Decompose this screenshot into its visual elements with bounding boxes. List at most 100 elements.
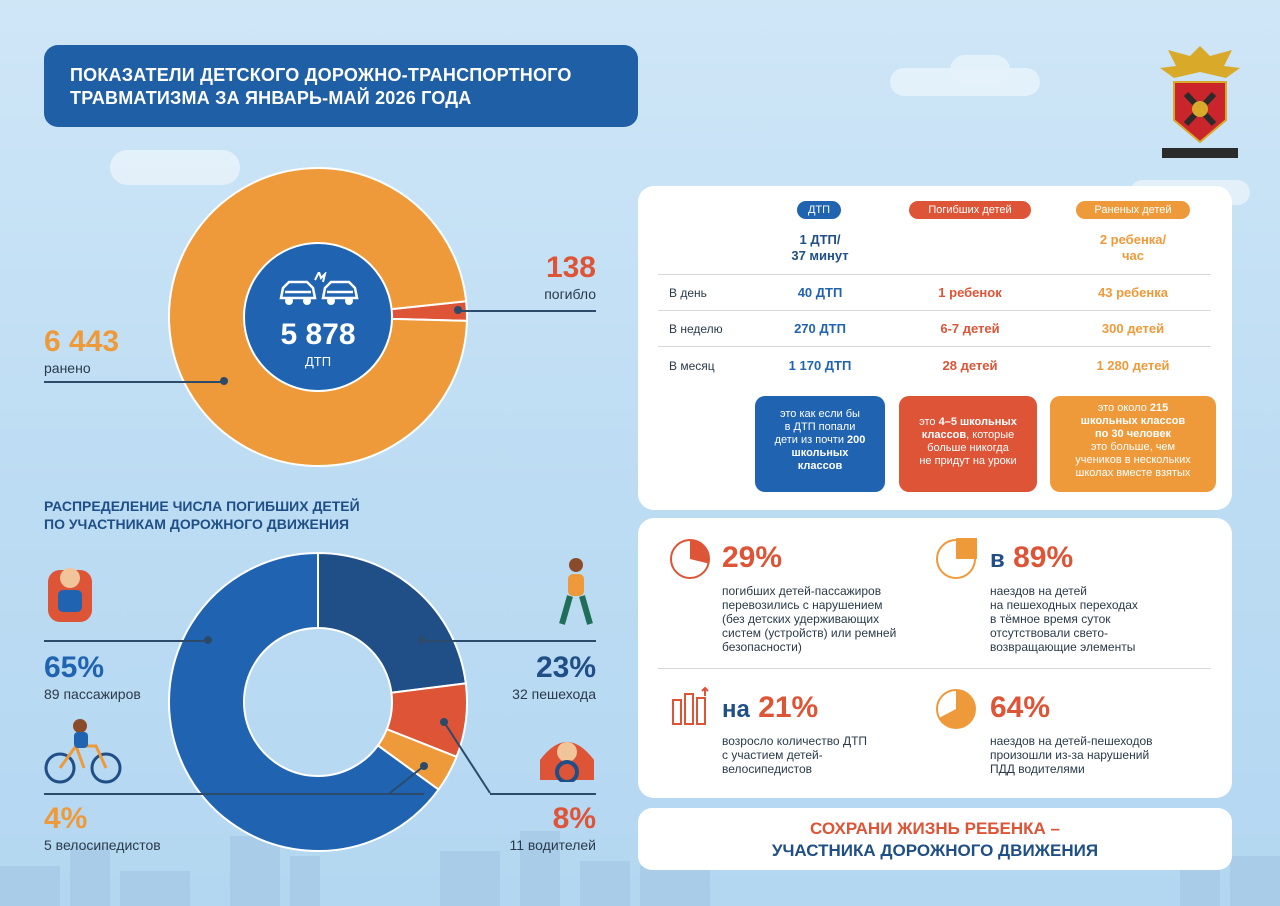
pedestrians-leader-line bbox=[422, 640, 596, 642]
killed-value: 138 bbox=[545, 251, 596, 284]
drivers-percent: 8% bbox=[552, 802, 596, 835]
header-dtp-pill: ДТП bbox=[797, 201, 841, 219]
note-injured-6: школах вместе взятых bbox=[1075, 467, 1191, 479]
injured-leader-line bbox=[44, 381, 224, 383]
note-injured-5: учеников в нескольких bbox=[1075, 454, 1191, 466]
note-injured-1: это около bbox=[1097, 402, 1150, 414]
title-line-1: ПОКАЗАТЕЛИ ДЕТСКОГО ДОРОЖНО-ТРАНСПОРТНОГ… bbox=[70, 65, 572, 85]
fact-1-line: погибших детей-пассажиров bbox=[722, 584, 882, 598]
cloud bbox=[110, 150, 240, 185]
fact-1-text: погибших детей-пассажиров перевозились с… bbox=[722, 584, 932, 654]
note-injured: это около 215 школьных классов по 30 чел… bbox=[1050, 396, 1216, 492]
note-injured-4: это больше, чем bbox=[1090, 441, 1176, 453]
killed-stat: 138 погибло bbox=[460, 251, 596, 303]
week-dtp: 270 ДТП bbox=[794, 321, 846, 336]
fact-2-line: возвращающие элементы bbox=[990, 640, 1136, 654]
fact-2-line: на пешеходных переходах bbox=[990, 598, 1138, 612]
table-divider bbox=[658, 274, 1211, 275]
note-dtp-5: классов bbox=[797, 460, 843, 472]
note-injured-2: школьных классов bbox=[1080, 415, 1186, 427]
passengers-percent: 65% bbox=[44, 651, 105, 684]
passengers-stat: 65% 89 пассажиров bbox=[44, 651, 224, 703]
pedestrians-label: 32 пешехода bbox=[512, 686, 596, 702]
injured-label: ранено bbox=[44, 360, 91, 376]
note-injured-3: по 30 человек bbox=[1094, 428, 1172, 440]
fact-2-value: в 89% bbox=[990, 542, 1073, 576]
fact-4-line: ПДД водителями bbox=[990, 762, 1085, 776]
note-dtp-4: школьных bbox=[791, 447, 849, 459]
fact-2-line: наездов на детей bbox=[990, 584, 1087, 598]
pie-64-icon bbox=[936, 689, 976, 729]
distribution-title-line-1: РАСПРЕДЕЛЕНИЕ ЧИСЛА ПОГИБШИХ ДЕТЕЙ bbox=[44, 498, 360, 514]
row-label-month: В месяц bbox=[669, 359, 715, 373]
slogan-line-1: СОХРАНИ ЖИЗНЬ РЕБЕНКА – bbox=[810, 819, 1060, 838]
header-injured-pill: Раненых детей bbox=[1076, 201, 1190, 219]
drivers-leader-line bbox=[490, 793, 596, 795]
killed-label: погибло bbox=[544, 286, 596, 302]
note-killed-1b: 4–5 школьных bbox=[938, 416, 1017, 428]
note-killed-4: не придут на уроки bbox=[919, 455, 1017, 467]
fact-3-percent: 21% bbox=[758, 691, 819, 724]
month-killed: 28 детей bbox=[942, 358, 998, 373]
fact-4-line: наездов на детей-пешеходов bbox=[990, 734, 1153, 748]
row-label-week: В неделю bbox=[669, 322, 723, 336]
row-label-day: В день bbox=[669, 286, 707, 300]
fact-1-line: (без детских удерживающих bbox=[722, 612, 880, 626]
rate-injured-line-1: 2 ребенка/ bbox=[1099, 232, 1167, 247]
fact-4-value: 64% bbox=[990, 692, 1050, 724]
child-car-seat-icon bbox=[48, 568, 92, 622]
drivers-stat: 8% 11 водителей bbox=[446, 802, 596, 854]
distribution-title-line-2: ПО УЧАСТНИКАМ ДОРОЖНОГО ДВИЖЕНИЯ bbox=[44, 516, 350, 532]
rate-dtp-line-2: 37 минут bbox=[791, 248, 849, 263]
rate-injured: 2 ребенка/ час bbox=[1073, 232, 1193, 264]
week-killed: 6-7 детей bbox=[940, 321, 1000, 336]
rate-dtp: 1 ДТП/ 37 минут bbox=[760, 232, 880, 264]
day-killed: 1 ребенок bbox=[938, 285, 1002, 300]
facts-card bbox=[638, 518, 1232, 798]
note-killed-3: больше никогда bbox=[927, 442, 1009, 454]
cyclists-stat: 4% 5 велосипедистов bbox=[44, 803, 244, 854]
dtp-total-label: ДТП bbox=[304, 354, 332, 369]
cloud bbox=[950, 55, 1010, 85]
facts-divider bbox=[658, 668, 1211, 669]
injured-value: 6 443 bbox=[44, 325, 120, 358]
cyclists-label: 5 велосипедистов bbox=[44, 837, 161, 853]
fact-3-prefix: на bbox=[722, 696, 750, 723]
driver-icon bbox=[540, 742, 594, 782]
fact-2-prefix: в bbox=[990, 546, 1005, 573]
note-dtp-1: это как если бы bbox=[780, 408, 860, 420]
pedestrians-stat: 23% 32 пешехода bbox=[446, 651, 596, 703]
fact-3-value: на 21% bbox=[722, 692, 818, 726]
week-injured: 300 детей bbox=[1101, 321, 1165, 336]
fact-4-text: наездов на детей-пешеходов произошли из-… bbox=[990, 734, 1200, 776]
fact-2-line: в тёмное время суток bbox=[990, 612, 1111, 626]
fact-1-line: систем (устройств) или ремней bbox=[722, 626, 897, 640]
fact-1-percent: 29% bbox=[722, 541, 783, 574]
rate-injured-line-2: час bbox=[1121, 248, 1144, 263]
dtp-total-circle: 5 878 ДТП bbox=[245, 244, 391, 390]
donut-slice-pedestrians bbox=[317, 551, 467, 694]
note-killed-1: это bbox=[919, 416, 939, 428]
pedestrians-percent: 23% bbox=[535, 651, 596, 684]
killed-leader-line bbox=[458, 310, 596, 312]
injured-stat: 6 443 ранено bbox=[44, 325, 204, 377]
fact-3-line: возросло количество ДТП bbox=[722, 734, 868, 748]
title-line-2: ТРАВМАТИЗМА ЗА ЯНВАРЬ-МАЙ 2026 ГОДА bbox=[70, 88, 472, 108]
page-title: ПОКАЗАТЕЛИ ДЕТСКОГО ДОРОЖНО-ТРАНСПОРТНОГ… bbox=[44, 45, 638, 127]
note-dtp: это как если бы в ДТП попали дети из поч… bbox=[755, 396, 885, 492]
pedestrian-child-icon bbox=[559, 558, 593, 625]
pie-89-icon bbox=[936, 538, 977, 579]
note-dtp-2: в ДТП попали bbox=[784, 421, 856, 433]
donut-slice-killed bbox=[390, 300, 468, 322]
month-injured: 1 280 детей bbox=[1096, 358, 1170, 373]
pie-29-icon bbox=[670, 539, 710, 579]
bar-growth-icon bbox=[672, 686, 709, 725]
day-injured: 43 ребенка bbox=[1098, 285, 1168, 300]
table-divider bbox=[658, 346, 1211, 347]
note-killed-2: , которые bbox=[966, 429, 1015, 441]
fact-3-text: возросло количество ДТП с участием детей… bbox=[722, 734, 932, 776]
passengers-leader-line bbox=[44, 640, 208, 642]
note-injured-1b: 215 bbox=[1149, 402, 1169, 414]
fact-1-value: 29% bbox=[722, 542, 782, 574]
fact-3-line: велосипедистов bbox=[722, 762, 813, 776]
